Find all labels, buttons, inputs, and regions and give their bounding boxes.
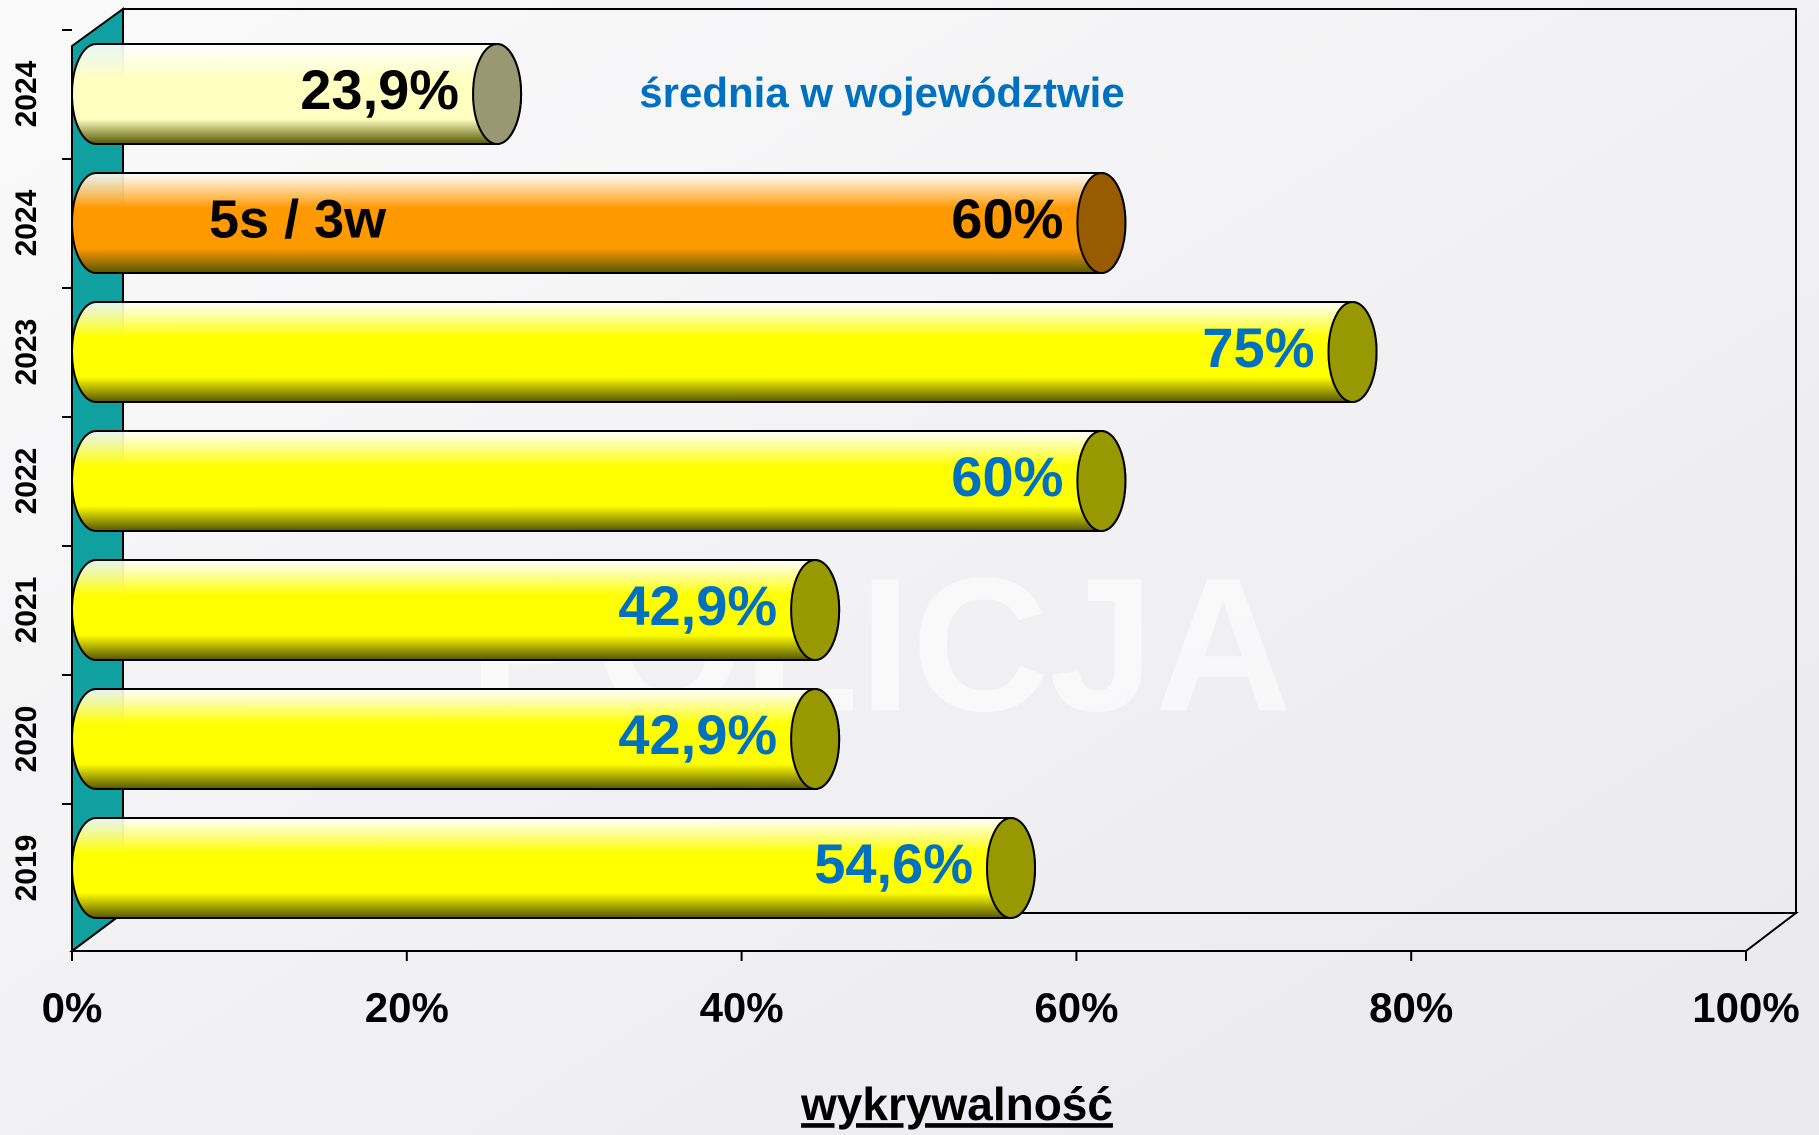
bar-cap-shade <box>986 817 1037 919</box>
bar-cap <box>790 559 841 661</box>
value-label: 23,9% <box>300 58 459 121</box>
y-tick-label: 2020 <box>10 706 43 773</box>
y-tick-label: 2019 <box>10 835 43 902</box>
value-label: 75% <box>1202 316 1314 379</box>
y-tick-label: 2024 <box>10 189 43 256</box>
bar-cap <box>986 817 1037 919</box>
x-tick-label: 20% <box>365 984 449 1031</box>
bar-cap <box>1327 301 1378 403</box>
value-label: 60% <box>951 187 1063 250</box>
annotation: 5s / 3w <box>209 189 387 249</box>
value-label: 42,9% <box>618 703 777 766</box>
bar-cap <box>1076 172 1127 274</box>
x-tick-label: 100% <box>1692 984 1799 1031</box>
bar-cap-shade <box>472 43 523 145</box>
bar-cap <box>472 43 523 145</box>
x-tick-label: 80% <box>1369 984 1453 1031</box>
x-tick-label: 0% <box>42 984 103 1031</box>
value-label: 42,9% <box>618 574 777 637</box>
value-label: 54,6% <box>814 832 973 895</box>
annotation: średnia w województwie <box>639 69 1124 116</box>
bar <box>71 301 1378 403</box>
value-label: 60% <box>951 445 1063 508</box>
y-tick-label: 2021 <box>10 577 43 644</box>
bar-cap-shade <box>1076 172 1127 274</box>
y-tick-label: 2022 <box>10 448 43 515</box>
x-axis-title: wykrywalność <box>800 1078 1113 1130</box>
bar-cap-shade <box>1076 430 1127 532</box>
bar-cap <box>790 688 841 790</box>
x-tick-label: 60% <box>1034 984 1118 1031</box>
bar-cap <box>1076 430 1127 532</box>
bar-cap-shade <box>1327 301 1378 403</box>
y-tick-label: 2024 <box>10 60 43 127</box>
x-tick-label: 40% <box>700 984 784 1031</box>
bar-cap-shade <box>790 688 841 790</box>
bar-cap-shade <box>790 559 841 661</box>
y-tick-label: 2023 <box>10 319 43 386</box>
